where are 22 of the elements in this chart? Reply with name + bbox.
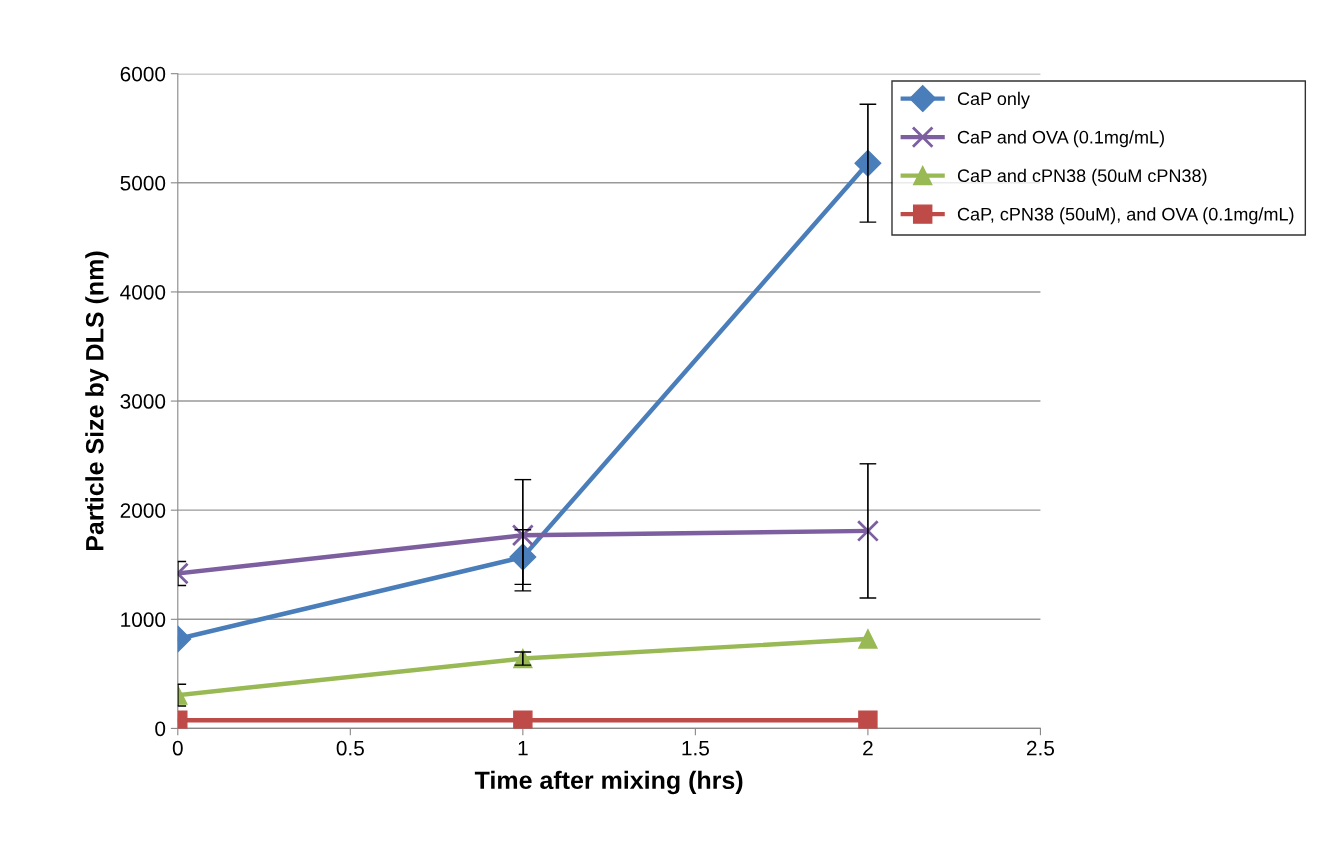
y-tick-label: 3000 bbox=[120, 394, 166, 409]
point bbox=[856, 519, 880, 543]
y-tick-label: 6000 bbox=[120, 66, 166, 82]
y-tick-label: 4000 bbox=[120, 284, 166, 300]
y-tick-label: 2000 bbox=[120, 503, 166, 518]
legend-label: CaP and cPN38 (50uM cPN38) bbox=[957, 168, 1207, 186]
y-tick-label: 5000 bbox=[120, 175, 166, 191]
point bbox=[858, 710, 878, 729]
y-tick-label: 0 bbox=[155, 721, 166, 737]
x-axis-title: Time after mixing (hrs) bbox=[474, 770, 743, 795]
x-tick-label: 2.5 bbox=[1027, 740, 1055, 756]
legend-label: CaP only bbox=[957, 91, 1030, 109]
y-axis-title: Particle Size by DLS (nm) bbox=[85, 251, 109, 551]
legend-label: CaP and OVA (0.1mg/mL) bbox=[957, 130, 1164, 148]
x-tick-label: 1 bbox=[518, 740, 528, 756]
y-tick-label: 1000 bbox=[121, 612, 166, 628]
x-tick-label: 2 bbox=[863, 740, 873, 756]
legend-label: CaP, cPN38 (50uM), and OVA (0.1mg/mL) bbox=[957, 207, 1294, 225]
x-tick-label: 0.5 bbox=[336, 740, 364, 756]
point bbox=[858, 629, 878, 649]
x-tick-label: 1.5 bbox=[682, 740, 709, 756]
x-tick-label: 0 bbox=[172, 740, 183, 756]
